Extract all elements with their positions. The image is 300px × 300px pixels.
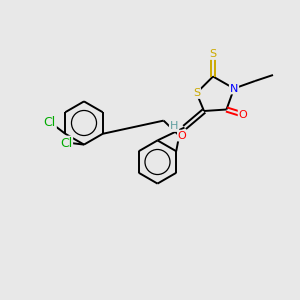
Text: Cl: Cl <box>44 116 56 129</box>
Text: N: N <box>230 83 238 94</box>
Text: O: O <box>238 110 247 120</box>
Text: S: S <box>209 49 217 59</box>
Text: Cl: Cl <box>60 136 72 150</box>
Text: O: O <box>178 130 187 141</box>
Text: H: H <box>170 121 178 131</box>
Text: S: S <box>193 88 200 98</box>
